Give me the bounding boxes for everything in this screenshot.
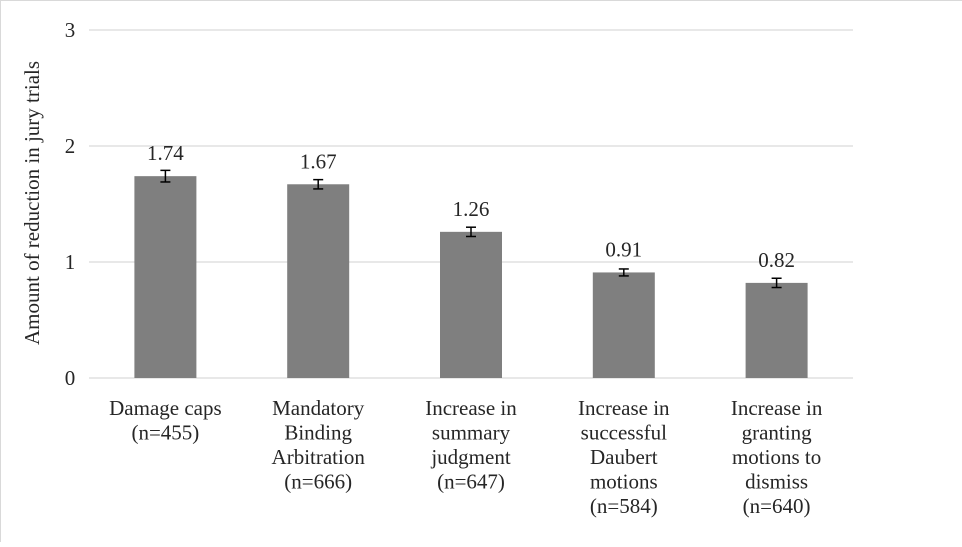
bar — [592, 272, 655, 378]
x-category-label: Mandatory Binding Arbitration (n=666) — [272, 396, 366, 494]
data-label: 1.74 — [147, 141, 184, 165]
error-bar — [771, 277, 782, 289]
bar — [287, 184, 350, 378]
error-bar — [466, 226, 476, 238]
y-tick-label: 1 — [65, 250, 76, 274]
data-label: 1.67 — [300, 149, 337, 173]
error-bars — [160, 169, 782, 289]
y-tick-label: 3 — [65, 18, 76, 42]
x-category-label: Increase in granting motions to dismiss (n=6… — [731, 396, 823, 518]
y-axis-label: Amount of reduction in jury trials — [20, 61, 44, 345]
x-category-label: Increase in summary judgment (n=647) — [425, 396, 517, 494]
error-bar — [160, 169, 171, 183]
x-category-label: Increase in successful Daubert motions (n=58… — [578, 396, 670, 518]
error-bar — [313, 178, 324, 190]
y-tick-label: 0 — [65, 366, 76, 390]
data-label: 0.82 — [758, 248, 795, 272]
data-label: 1.26 — [453, 197, 490, 221]
bars — [134, 176, 808, 378]
bar — [134, 176, 197, 378]
data-label: 0.91 — [605, 237, 642, 261]
x-category-label: Damage caps (n=455) — [109, 396, 222, 445]
bar — [745, 282, 808, 378]
x-axis-categories: Damage caps (n=455) Mandatory Binding Arbitr… — [109, 396, 823, 518]
y-tick-label: 2 — [65, 134, 76, 158]
error-bar — [618, 268, 629, 277]
bar — [440, 231, 502, 378]
y-axis-ticks: 0 1 2 3 — [65, 18, 76, 390]
data-labels: 1.74 1.67 1.26 0.91 0.82 — [147, 141, 795, 272]
